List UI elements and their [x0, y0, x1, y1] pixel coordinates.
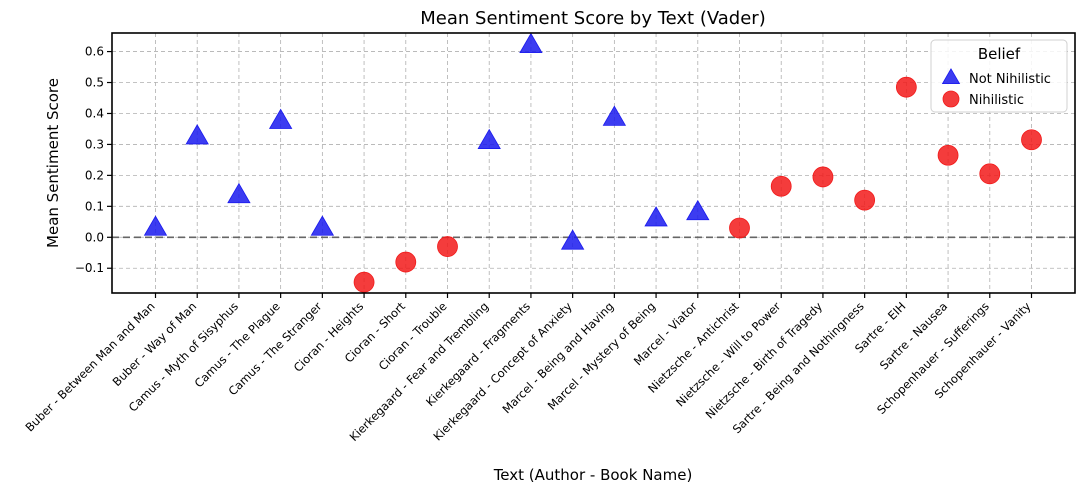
legend-entry-label: Nihilistic	[969, 93, 1024, 108]
y-axis-label: Mean Sentiment Score	[44, 78, 62, 248]
y-tick-label: −0.1	[75, 261, 104, 275]
chart-title: Mean Sentiment Score by Text (Vader)	[420, 8, 765, 29]
data-point-nihilistic	[1021, 129, 1042, 151]
legend-marker-triangle	[941, 68, 961, 84]
legend-box	[930, 39, 1068, 113]
x-axis-label: Text (Author - Book Name)	[493, 466, 693, 484]
data-point-not-nihilistic	[519, 32, 543, 54]
y-tick-label: 0.4	[85, 106, 104, 120]
y-tick-label: 0.5	[85, 76, 104, 90]
y-tick-label: 0.3	[85, 137, 104, 151]
legend-entry-label: Not Nihilistic	[969, 72, 1051, 87]
y-tick-label: 0.1	[85, 199, 104, 213]
marks-layer	[143, 32, 1042, 293]
y-tick-label: 0.2	[85, 168, 104, 182]
data-point-not-nihilistic	[644, 206, 668, 227]
y-axis-ticks: −0.1 0.0 0.1 0.2 0.3 0.4 0.5 0.6	[75, 45, 112, 275]
data-point-nihilistic	[437, 236, 458, 257]
data-point-nihilistic	[854, 189, 876, 211]
data-point-nihilistic	[729, 217, 750, 239]
data-point-nihilistic	[812, 166, 834, 188]
data-point-nihilistic	[895, 76, 917, 98]
y-tick-label: 0.0	[85, 230, 104, 244]
data-point-not-nihilistic	[185, 124, 209, 145]
legend-title: Belief	[978, 45, 1021, 63]
data-point-not-nihilistic	[227, 182, 251, 204]
data-point-not-nihilistic	[602, 105, 627, 126]
data-point-nihilistic	[770, 175, 792, 197]
data-point-not-nihilistic	[477, 128, 501, 149]
data-point-not-nihilistic	[686, 199, 710, 221]
legend: Belief Not Nihilistic Nihilistic	[930, 39, 1068, 113]
y-tick-label: 0.6	[85, 45, 104, 59]
plot-frame	[111, 32, 1076, 294]
data-point-nihilistic	[395, 251, 417, 273]
data-point-not-nihilistic	[560, 229, 585, 250]
data-point-nihilistic	[937, 144, 959, 166]
data-point-not-nihilistic	[143, 215, 168, 236]
legend-marker-circle	[942, 90, 960, 108]
data-point-not-nihilistic	[268, 108, 293, 129]
data-point-nihilistic	[353, 271, 375, 293]
data-point-nihilistic	[979, 163, 1001, 185]
data-point-not-nihilistic	[310, 215, 335, 236]
